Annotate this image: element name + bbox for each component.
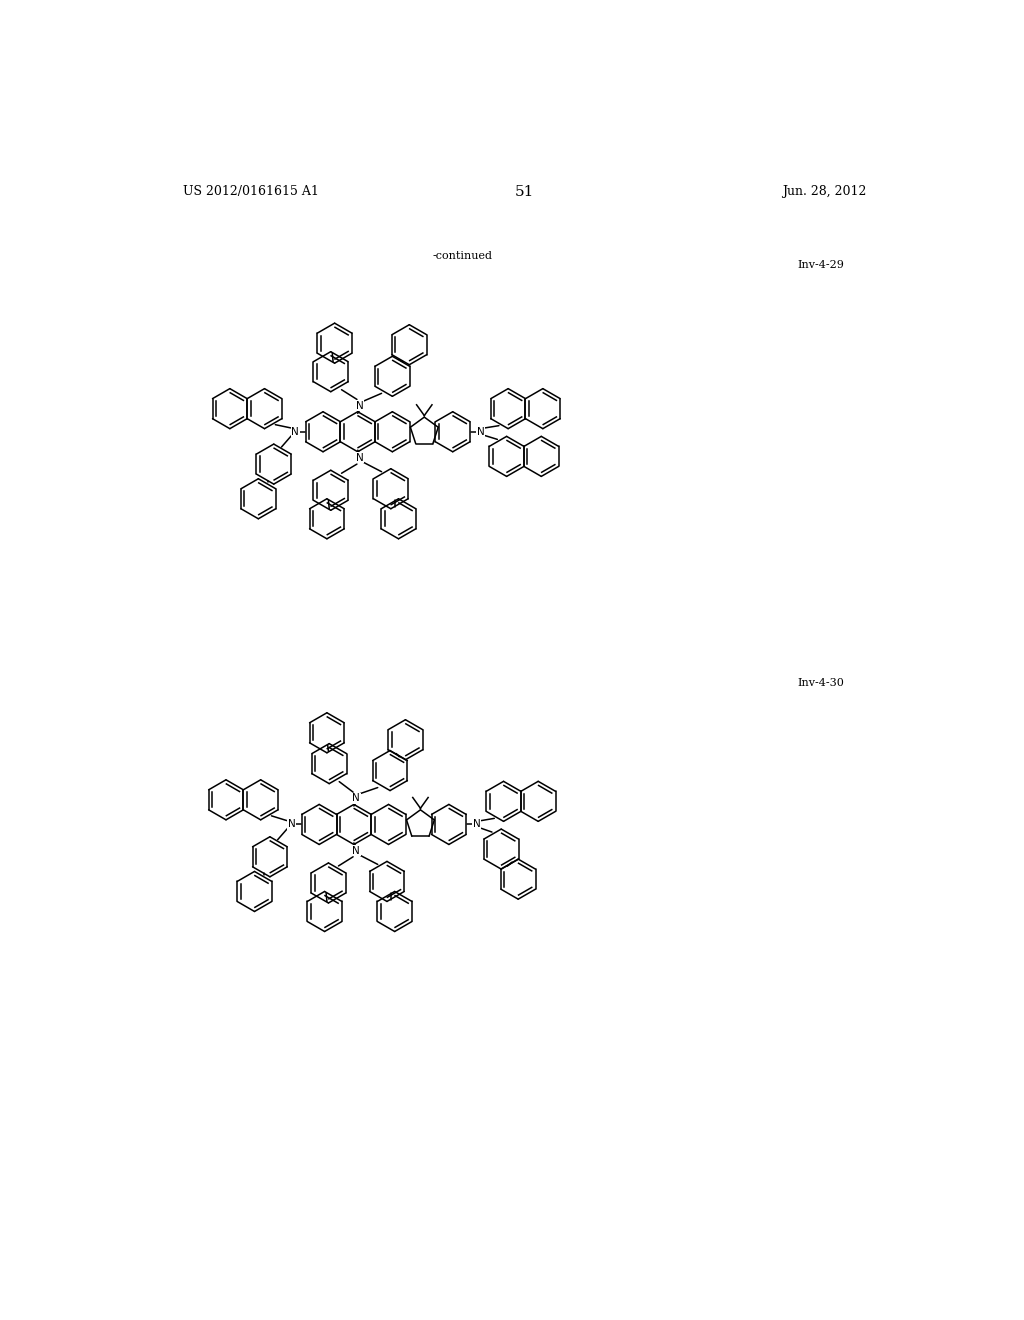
Text: Inv-4-29: Inv-4-29 (798, 260, 844, 271)
Text: N: N (292, 426, 299, 437)
Text: N: N (473, 820, 480, 829)
Text: N: N (356, 400, 364, 411)
Text: US 2012/0161615 A1: US 2012/0161615 A1 (183, 185, 318, 198)
Text: Inv-4-30: Inv-4-30 (798, 678, 844, 688)
Text: N: N (352, 846, 360, 855)
Text: Jun. 28, 2012: Jun. 28, 2012 (782, 185, 866, 198)
Text: 51: 51 (515, 185, 535, 199)
Text: -continued: -continued (432, 251, 493, 261)
Text: N: N (288, 820, 295, 829)
Text: N: N (476, 426, 484, 437)
Text: N: N (352, 793, 360, 804)
Text: N: N (356, 453, 364, 463)
